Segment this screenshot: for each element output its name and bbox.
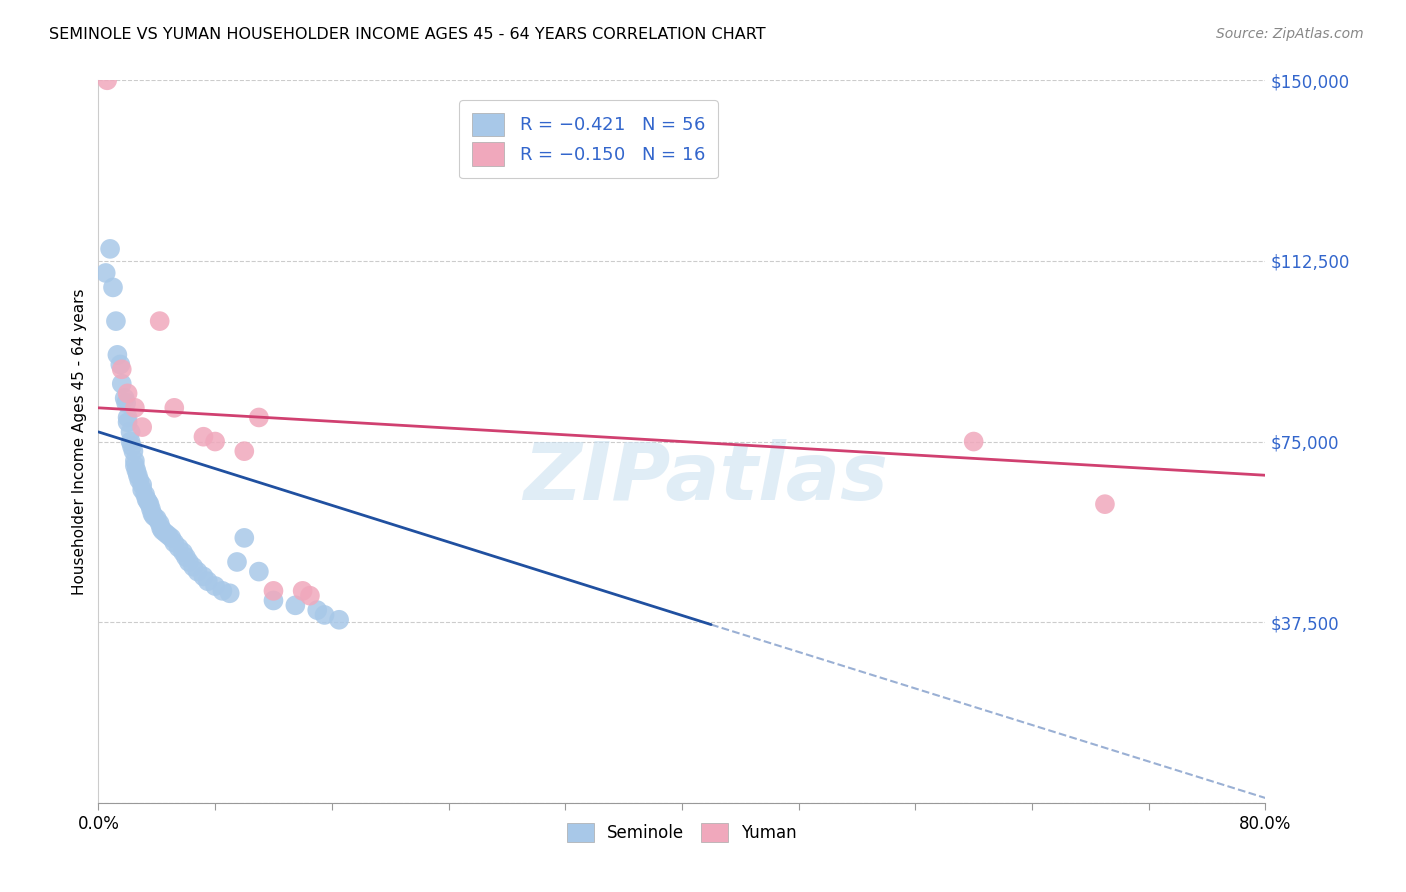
Point (131, 420, 153, 434)
Point (138, 497, 160, 511)
Point (111, 376, 134, 391)
Text: Source: ZipAtlas.com: Source: ZipAtlas.com (1216, 27, 1364, 41)
Point (160, 531, 183, 545)
Point (141, 507, 163, 521)
Point (127, 468, 149, 483)
Point (120, 434, 142, 449)
Point (262, 593, 284, 607)
Point (177, 555, 200, 569)
Y-axis label: Householder Income Ages 45 - 64 years: Householder Income Ages 45 - 64 years (72, 288, 87, 595)
Point (172, 545, 194, 559)
Point (142, 509, 165, 524)
Point (174, 550, 197, 565)
Point (233, 444, 256, 458)
Point (155, 526, 177, 541)
Point (94, 266, 117, 280)
Point (135, 492, 157, 507)
Point (117, 386, 139, 401)
Legend: Seminole, Yuman: Seminole, Yuman (561, 816, 803, 848)
Point (134, 487, 156, 501)
Point (307, 603, 329, 617)
Point (139, 502, 162, 516)
Point (110, 358, 132, 372)
Point (111, 362, 134, 376)
Point (193, 569, 215, 583)
Point (962, 434, 984, 449)
Point (131, 478, 153, 492)
Point (211, 583, 233, 598)
Point (128, 473, 150, 487)
Point (298, 589, 321, 603)
Point (233, 531, 256, 545)
Point (117, 410, 139, 425)
Point (146, 511, 169, 525)
Point (101, 280, 124, 294)
Point (197, 574, 219, 589)
Point (226, 555, 249, 569)
Point (122, 444, 145, 458)
Point (121, 439, 143, 453)
Point (187, 565, 209, 579)
Point (247, 410, 270, 425)
Point (114, 391, 136, 405)
Point (163, 401, 186, 415)
Point (105, 348, 128, 362)
Point (117, 415, 139, 429)
Point (181, 559, 204, 574)
Point (218, 586, 240, 600)
Point (120, 425, 142, 439)
Point (149, 314, 172, 328)
Point (136, 494, 159, 508)
Point (167, 541, 190, 555)
Text: SEMINOLE VS YUMAN HOUSEHOLDER INCOME AGES 45 - 64 YEARS CORRELATION CHART: SEMINOLE VS YUMAN HOUSEHOLDER INCOME AGE… (49, 27, 766, 42)
Point (247, 565, 270, 579)
Point (115, 396, 138, 410)
Text: ZIPatlas: ZIPatlas (523, 439, 887, 516)
Point (149, 516, 172, 531)
Point (157, 528, 180, 542)
Point (150, 521, 173, 535)
Point (314, 607, 336, 622)
Point (104, 314, 127, 328)
Point (124, 401, 146, 415)
Point (124, 458, 146, 473)
Point (204, 579, 226, 593)
Point (291, 583, 314, 598)
Point (262, 583, 284, 598)
Point (96, 73, 118, 87)
Point (204, 434, 226, 449)
Point (1094, 497, 1116, 511)
Point (98, 242, 121, 256)
Point (124, 454, 146, 468)
Point (193, 430, 215, 444)
Point (328, 613, 350, 627)
Point (284, 599, 307, 613)
Point (163, 535, 186, 549)
Point (125, 463, 148, 477)
Point (131, 483, 153, 497)
Point (152, 524, 174, 538)
